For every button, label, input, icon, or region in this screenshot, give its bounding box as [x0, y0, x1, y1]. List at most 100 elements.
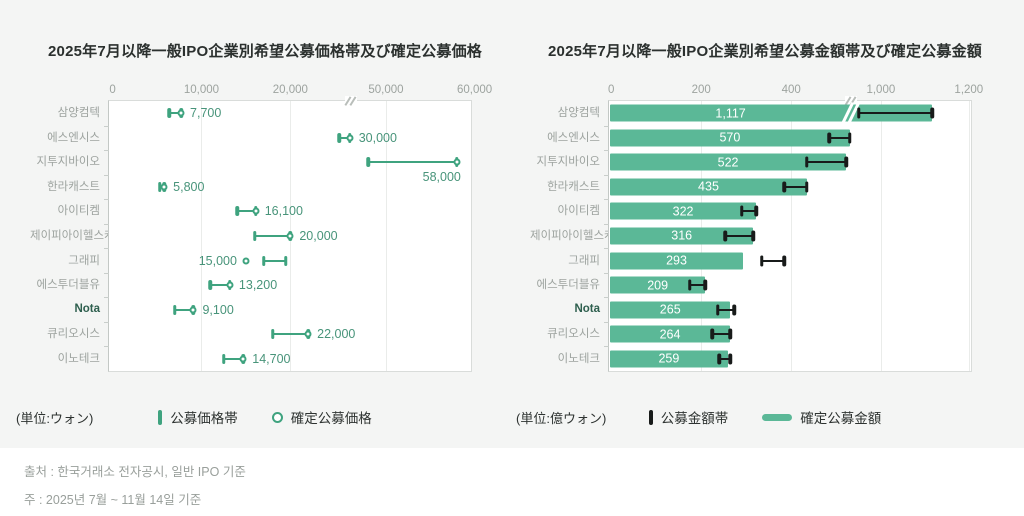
amount-row: 293	[609, 248, 971, 273]
price-band-cap	[221, 353, 226, 364]
price-band-line	[210, 284, 230, 287]
amount-bar: 264	[610, 325, 730, 343]
bar-value-label: 293	[666, 253, 687, 268]
amount-band-cap	[805, 156, 809, 168]
x-tick-label: 50,000	[368, 84, 404, 96]
x-tick-label: 1,200	[954, 84, 984, 96]
price-band-line	[174, 308, 194, 311]
price-value-label: 16,100	[264, 204, 303, 219]
amount-chart-title: 2025年7月以降一般IPO企業別希望公募金額帯及び確定公募金額	[548, 43, 982, 60]
grid-line	[385, 101, 387, 371]
price-value-label: 22,000	[317, 327, 356, 342]
amount-chart-legend: 公募金額帯 確定公募金額	[530, 406, 1000, 428]
x-tick-label: 10,000	[183, 84, 220, 96]
price-chart-plot: 0 10,000 20,000 50,000 60,000 7,700 30,000 58,0…	[104, 84, 492, 372]
y-axis-tick	[604, 223, 609, 225]
price-band-line	[254, 234, 291, 237]
amount-bar: 1,117	[610, 102, 933, 126]
y-axis-tick	[104, 125, 109, 127]
y-axis-tick	[104, 150, 109, 152]
price-chart-company-labels: 삼양컴텍 에스엔시스 지투지바이오 한라캐스트 아이티켐 제이피아이헬스케어 그래피 에스투더…	[30, 100, 126, 370]
y-axis-tick	[604, 297, 609, 299]
price-band-line	[169, 112, 182, 115]
x-tick-label: 200	[691, 84, 711, 96]
company-label: 이노테크	[557, 352, 600, 365]
y-axis-tick	[104, 223, 109, 225]
amount-band-line	[784, 185, 807, 188]
company-label: 그래피	[568, 254, 600, 267]
source-note: 출처 : 한국거래소 전자공시, 일반 IPO 기준	[24, 465, 246, 479]
price-value-label: 15,000	[198, 253, 237, 268]
x-tick-label: 60,000	[457, 84, 493, 96]
price-row: 9,100	[109, 297, 471, 322]
price-chart-panel: 2025年7月以降一般IPO企業別希望公募価格帯及び確定公募価格 삼양컴텍 에스엔…	[16, 0, 500, 448]
teal-vertical-bar-icon	[158, 409, 163, 425]
y-axis-tick	[604, 346, 609, 348]
amount-band-cap	[703, 279, 707, 291]
teal-horizontal-bar-icon	[762, 413, 793, 421]
confirmed-price-dot	[252, 207, 260, 215]
legend-item-amount-band: 公募金額帯	[648, 407, 729, 427]
price-row: 5,800	[109, 175, 471, 200]
amount-band-cap	[782, 181, 787, 193]
company-label: 삼양컴텍	[557, 107, 600, 120]
amount-band-cap	[739, 205, 744, 217]
price-band-line	[223, 357, 244, 360]
grid-line	[791, 101, 793, 371]
bar-value-label: 1,117	[715, 106, 746, 121]
price-band-cap	[366, 157, 370, 168]
bar-value-label: 209	[647, 278, 669, 293]
amount-bar: 293	[610, 252, 743, 270]
amount-band-line	[712, 333, 731, 336]
price-band-cap	[337, 132, 341, 143]
bar-value-label: 522	[717, 155, 739, 170]
confirmed-price-dot	[239, 355, 247, 363]
y-axis-tick	[104, 297, 109, 299]
grid-line	[968, 101, 970, 371]
company-label: 에스투더블유	[536, 279, 600, 292]
amount-band-cap	[857, 107, 861, 119]
confirmed-price-dot	[226, 281, 234, 289]
price-value-label: 9,100	[202, 302, 234, 317]
confirmed-price-dot	[304, 330, 312, 338]
amount-band-cap	[732, 304, 736, 316]
amount-row: 435	[609, 175, 971, 200]
amount-row: 264	[609, 322, 971, 347]
x-tick-label: 1,000	[866, 84, 896, 96]
amount-band-cap	[710, 328, 715, 340]
confirmed-price-dot	[453, 158, 461, 166]
company-label: Nota	[574, 302, 600, 315]
legend-label: 公募金額帯	[660, 411, 729, 426]
price-row: 15,000	[109, 248, 471, 273]
amount-band-cap	[844, 156, 848, 168]
price-band-cap	[235, 206, 239, 217]
price-chart-title: 2025年7月以降一般IPO企業別希望公募価格帯及び確定公募価格	[48, 43, 482, 60]
price-band-line	[272, 333, 309, 336]
amount-bar: 265	[610, 301, 731, 319]
price-value-label: 58,000	[422, 170, 461, 185]
grid-line	[201, 101, 203, 371]
price-value-label: 7,700	[190, 106, 222, 121]
price-band-cap	[270, 329, 275, 340]
amount-band-cap	[760, 255, 764, 267]
amount-bar: 322	[610, 202, 757, 220]
confirmed-price-dot	[286, 232, 294, 240]
price-unit-label: (単位:ウォン)	[16, 411, 94, 426]
price-band-line	[237, 210, 256, 213]
period-note: 주 : 2025년 7월 ~ 11월 14일 기준	[24, 493, 202, 507]
amount-row: 1,117	[609, 101, 971, 126]
y-axis-tick	[604, 125, 609, 127]
y-axis-tick	[604, 174, 609, 176]
amount-band-line	[829, 136, 850, 139]
legend-label: 公募価格帯	[170, 411, 238, 426]
price-band-line	[368, 161, 457, 164]
company-label: 제이피아이헬스케어	[30, 230, 126, 242]
legend-item-confirmed-amount: 確定公募金額	[762, 407, 881, 427]
amount-band-line	[741, 210, 757, 213]
amount-row: 522	[609, 150, 971, 175]
y-axis-tick	[604, 199, 609, 201]
y-axis-tick	[104, 272, 109, 274]
price-row: 14,700	[109, 346, 471, 371]
amount-chart-legend-row: (単位:億ウォン) 公募金額帯 確定公募金額	[516, 406, 1000, 428]
confirmed-price-dot	[177, 109, 185, 117]
